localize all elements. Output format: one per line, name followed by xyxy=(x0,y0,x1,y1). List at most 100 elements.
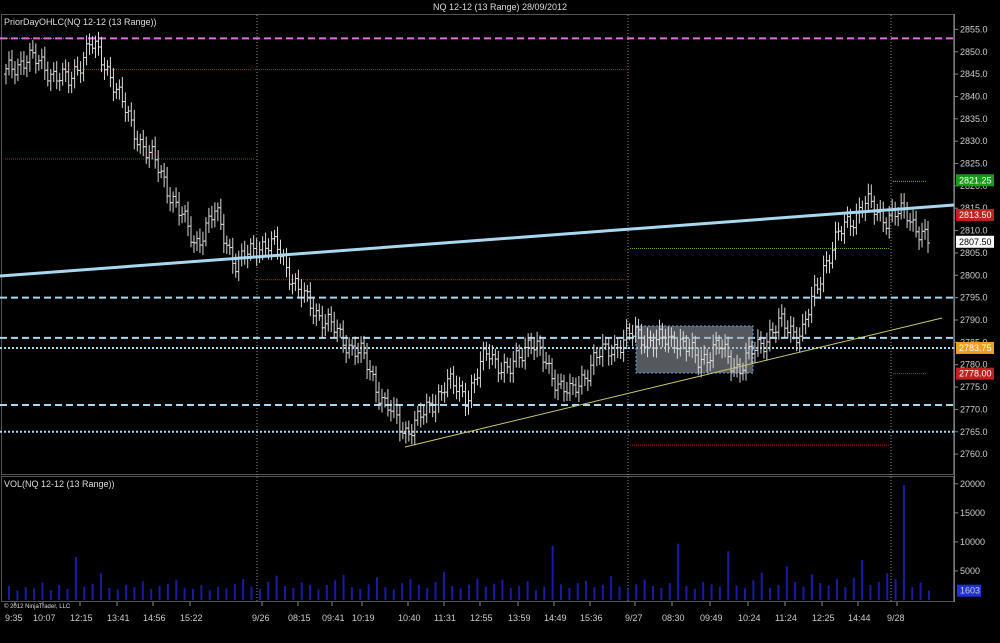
volume-bar xyxy=(618,586,621,600)
volume-bar xyxy=(727,551,730,600)
volume-bar xyxy=(877,581,880,600)
price-tag-label: 2807.50 xyxy=(959,237,992,247)
price-axis: 2760.02765.02770.02775.02780.02785.02790… xyxy=(954,24,988,459)
volume-bar xyxy=(141,581,144,600)
volume-bar xyxy=(83,586,86,600)
volume-bar xyxy=(735,585,738,600)
volume-bar xyxy=(208,590,211,600)
volume-bar xyxy=(827,585,830,600)
volume-bar xyxy=(108,587,111,600)
time-tick-label: 9/27 xyxy=(625,613,643,623)
volume-bar xyxy=(744,588,746,600)
price-tick-label: 2830.0 xyxy=(960,136,988,146)
time-tick-label: 12:15 xyxy=(70,613,93,623)
price-tag xyxy=(956,174,994,187)
price-tick-label: 2775.0 xyxy=(960,382,988,392)
volume-bar xyxy=(16,590,19,600)
volume-bar xyxy=(300,582,303,600)
price-tick-label: 2800.0 xyxy=(960,270,988,280)
volume-bar xyxy=(384,587,387,600)
price-tick-label: 2815.0 xyxy=(960,203,988,213)
volume-bar xyxy=(334,580,337,600)
volume-bar xyxy=(275,575,278,600)
volume-bar xyxy=(861,559,864,600)
resistance-trendline[interactable] xyxy=(0,203,955,278)
volume-bar xyxy=(426,587,429,600)
price-indicator-label: PriorDayOHLC(NQ 12-12 (13 Range)) xyxy=(4,17,157,27)
volume-tick-label: 20000 xyxy=(960,479,985,489)
volume-bar xyxy=(417,584,420,600)
time-tick-label: 10:40 xyxy=(398,613,421,623)
volume-bar xyxy=(41,582,44,600)
volume-bar xyxy=(844,587,847,600)
volume-bar xyxy=(652,586,654,600)
volume-tag xyxy=(957,584,981,597)
volume-bar xyxy=(451,586,454,600)
price-tag xyxy=(956,367,994,380)
volume-bar xyxy=(284,586,286,600)
volume-bar xyxy=(267,581,270,600)
price-tag-label: 2821.25 xyxy=(959,175,992,185)
price-tick-label: 2840.0 xyxy=(960,91,988,101)
volume-bar xyxy=(442,572,445,600)
price-tick-label: 2790.0 xyxy=(960,315,988,325)
volume-bar xyxy=(133,587,136,600)
volume-bar xyxy=(367,584,370,600)
volume-bar xyxy=(626,588,629,600)
volume-bar xyxy=(635,584,638,600)
volume-bar xyxy=(66,588,69,600)
volume-bar xyxy=(100,573,102,600)
price-tick-label: 2805.0 xyxy=(960,248,988,258)
time-tick-label: 10:07 xyxy=(33,613,56,623)
price-tick-label: 2855.0 xyxy=(960,24,988,34)
volume-tick-label: 5000 xyxy=(960,566,980,576)
price-tick-label: 2760.0 xyxy=(960,449,988,459)
volume-bar xyxy=(33,588,36,600)
volume-bar xyxy=(568,587,571,600)
volume-bar xyxy=(794,581,797,600)
volume-bar xyxy=(752,580,755,600)
time-tick-label: 09:41 xyxy=(322,613,345,623)
time-tick-label: 08:30 xyxy=(662,613,685,623)
time-tick-label: 11:24 xyxy=(775,613,797,623)
volume-bar xyxy=(183,587,186,600)
volume-bar xyxy=(166,583,169,600)
volume-bar xyxy=(810,574,813,600)
volume-bar xyxy=(928,590,930,600)
consolidation-box[interactable] xyxy=(635,325,754,374)
price-tick-label: 2850.0 xyxy=(960,47,988,57)
time-tick-label: 09:49 xyxy=(700,613,723,623)
volume-bar xyxy=(718,586,721,600)
volume-bar xyxy=(643,579,646,600)
volume-bar xyxy=(175,580,178,600)
copyright-text: © 2012 NinjaTrader, LLC xyxy=(4,603,71,610)
time-tick-label: 15:22 xyxy=(180,613,203,623)
volume-bar xyxy=(526,581,529,600)
volume-bar xyxy=(325,584,328,600)
time-tick-label: 13:59 xyxy=(508,613,531,623)
volume-bar xyxy=(342,575,345,600)
price-tag-label: 2813.50 xyxy=(959,210,992,220)
volume-bar xyxy=(576,583,579,600)
volume-bar xyxy=(777,584,780,600)
time-tick-label: 08:15 xyxy=(288,613,311,623)
price-tick-label: 2765.0 xyxy=(960,427,988,437)
support-channel-line[interactable] xyxy=(404,317,943,448)
volume-bar xyxy=(852,577,855,600)
price-tags: 2821.25 2813.50 2807.50 2783.75 2778.00 xyxy=(956,174,994,380)
volume-axis: 5000 10000 15000 20000 1603 xyxy=(954,479,985,597)
price-panel-frame xyxy=(1,14,954,475)
volume-bar xyxy=(58,584,61,600)
volume-bar xyxy=(911,587,914,600)
volume-bar xyxy=(869,584,872,600)
volume-bar xyxy=(292,587,295,600)
volume-bar xyxy=(200,584,203,600)
volume-tick-label: 10000 xyxy=(960,537,985,547)
volume-bar xyxy=(785,566,788,600)
volume-bar xyxy=(760,572,763,600)
volume-panel-frame xyxy=(1,476,954,602)
volume-bar xyxy=(74,557,77,600)
volume-bar xyxy=(518,586,521,600)
price-tick-label: 2810.0 xyxy=(960,226,988,236)
